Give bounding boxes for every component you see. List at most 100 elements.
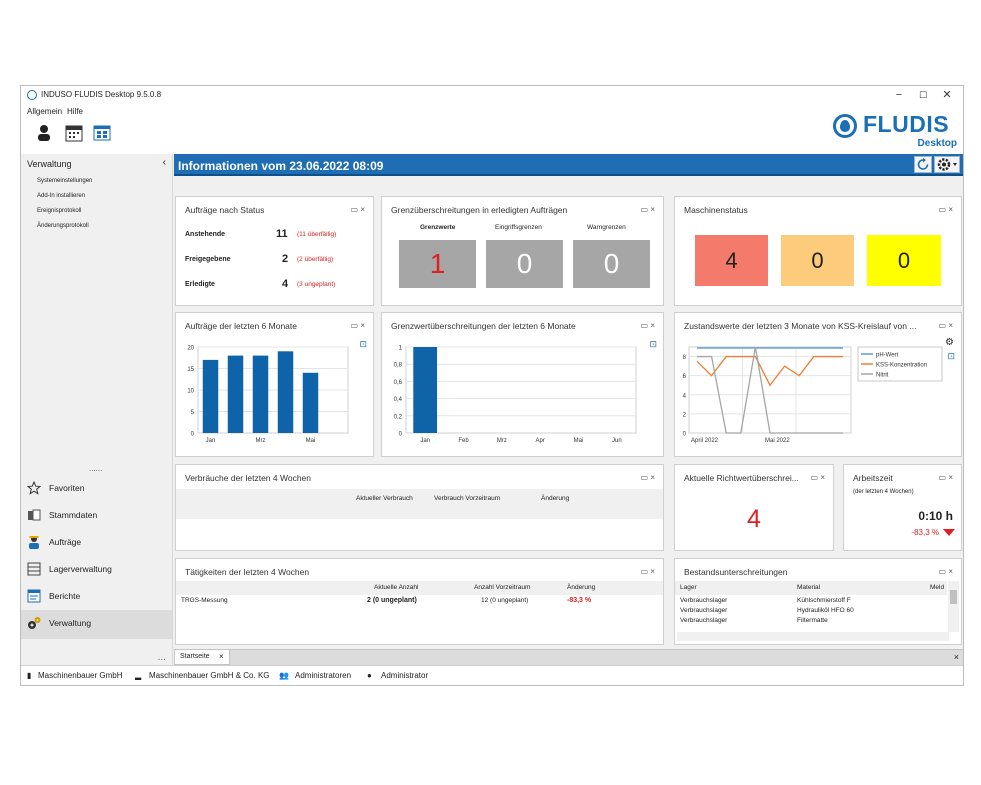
machine-tile-orange[interactable]: 0 (781, 235, 854, 286)
panel-controls[interactable]: ▭ × (938, 567, 953, 576)
legend-entry: Nitrit (876, 373, 889, 379)
panel-controls[interactable]: ▭ × (938, 205, 953, 214)
y-tick-label: 0,4 (394, 397, 403, 403)
sidebar-link-systemeinstellungen[interactable]: Systemeinstellungen (37, 178, 93, 184)
panel-controls[interactable]: ▭ × (640, 205, 655, 214)
menu-hilfe[interactable]: Hilfe (67, 107, 84, 116)
refresh-icon[interactable] (914, 156, 932, 173)
limit-tile-grenzwerte[interactable]: 1 (399, 240, 476, 288)
chevron-left-icon[interactable]: ‹ (162, 157, 166, 168)
bar (413, 347, 438, 433)
limit-tile-eingriffsgrenzen[interactable]: 0 (486, 240, 563, 288)
menu-allgemein[interactable]: Allgemein (27, 107, 63, 116)
bar (202, 359, 219, 433)
plot-area (405, 346, 637, 434)
table-row[interactable]: Verbrauchslager Kühlschmierstoff F (680, 597, 851, 604)
status-count: 4 (282, 278, 289, 290)
table-row[interactable]: Verbrauchslager Filtermatte (680, 617, 828, 624)
master-data-icon (27, 508, 41, 522)
column-header[interactable]: Material (797, 584, 821, 591)
building-icon: ▮ (27, 671, 32, 680)
panel-controls[interactable]: ▭ × (640, 473, 655, 482)
guideline-count[interactable]: 4 (747, 505, 761, 533)
info-title: Informationen vom 23.06.2022 08:09 (178, 159, 384, 173)
panel-title: Maschinenstatus (684, 205, 748, 215)
x-tick-label: April 2022 (691, 438, 719, 444)
minimize-icon[interactable]: − (895, 89, 903, 101)
sidebar-more-button[interactable]: ... (157, 652, 166, 663)
panel-limit-violations: Grenzüberschreitungen in erledigten Auft… (381, 196, 664, 306)
close-icon[interactable]: ✕ (942, 89, 952, 101)
x-tick-label: Jan (206, 438, 216, 444)
bar (252, 355, 269, 433)
zoom-icon[interactable]: ⊡ (649, 339, 657, 349)
group-icon: 👥 (279, 671, 289, 680)
panel-controls[interactable]: ▭ × (938, 473, 953, 482)
column-header[interactable]: Lager (680, 584, 697, 591)
panel-guideline-violations: Aktuelle Richtwertüberschrei... ▭ × 4 (674, 464, 834, 551)
machine-tile-red[interactable]: 4 (695, 235, 768, 286)
tab-startseite[interactable]: Startseite × (174, 650, 230, 665)
column-header[interactable]: Änderung (567, 584, 596, 591)
machine-tile-yellow[interactable]: 0 (867, 235, 941, 286)
calendar-icon[interactable] (65, 124, 83, 142)
y-tick-label: 2 (683, 412, 687, 418)
limit-tile-warngrenzen[interactable]: 0 (573, 240, 650, 288)
panel-title: Aufträge der letzten 6 Monate (185, 321, 297, 331)
panel-controls[interactable]: ▭ × (640, 321, 655, 330)
tab-close-icon[interactable]: × (219, 652, 224, 661)
y-tick-label: 0 (683, 432, 687, 438)
column-header[interactable]: Änderung (541, 495, 570, 502)
status-count: 2 (282, 253, 289, 265)
horizontal-scrollbar[interactable] (677, 632, 949, 641)
close-all-tabs-icon[interactable]: × (953, 652, 959, 662)
main-area: Informationen vom 23.06.2022 08:09 Auftr… (174, 154, 963, 665)
sidebar-item-berichte[interactable]: Berichte (21, 583, 172, 610)
column-header[interactable]: Aktueller Verbrauch (356, 495, 413, 502)
column-header[interactable]: Aktuelle Anzahl (374, 584, 419, 591)
column-header[interactable]: Meld (930, 584, 945, 591)
y-tick-label: 8 (683, 355, 687, 361)
star-icon (26, 480, 42, 495)
sidebar-item-stammdaten[interactable]: Stammdaten (21, 502, 172, 529)
table-row[interactable]: Verbrauchslager Hydrauliköl HFO 60 (680, 607, 854, 614)
sidebar-item-auftraege[interactable]: Aufträge (21, 529, 172, 556)
column-header[interactable]: Verbrauch Vorzeitraum (434, 495, 501, 502)
panel-title: Aufträge nach Status (185, 205, 265, 215)
zoom-icon[interactable]: ⊡ (359, 339, 367, 349)
worktime-value: 0:10 h (918, 509, 953, 523)
x-tick-label: Mai 2022 (765, 438, 790, 444)
sidebar-heading: Verwaltung (27, 159, 72, 169)
vertical-scrollbar[interactable] (948, 581, 959, 632)
sidebar-splitter[interactable]: ...... (89, 464, 103, 473)
sidebar-link-add-in[interactable]: Add-In installieren (37, 193, 86, 199)
plot-area (688, 346, 852, 434)
sidebar-link-ereignisprotokoll[interactable]: Ereignisprotokoll (37, 208, 82, 214)
dashboard-icon[interactable] (93, 124, 111, 142)
panel-controls[interactable]: ▭ × (810, 473, 825, 482)
tile-label: Warngrenzen (587, 224, 626, 231)
scrollbar-thumb[interactable] (950, 590, 957, 604)
sidebar-item-verwaltung[interactable]: Verwaltung (21, 610, 172, 639)
panel-controls[interactable]: ▭ × (938, 321, 953, 330)
user-icon[interactable] (35, 124, 53, 142)
sidebar: Verwaltung ‹ Systemeinstellungen Add-In … (21, 154, 173, 665)
panel-stock-shortfalls: Bestandsunterschreitungen ▭ × Lager Mate… (674, 558, 962, 645)
panel-worktime: Arbeitszeit ▭ × (der letzten 4 Wochen) 0… (843, 464, 962, 551)
panel-title: Zustandswerte der letzten 3 Monate von K… (684, 321, 917, 331)
sidebar-item-lagerverwaltung[interactable]: Lagerverwaltung (21, 556, 172, 583)
settings-gear-icon[interactable] (934, 156, 960, 173)
panel-controls[interactable]: ▭ × (350, 321, 365, 330)
column-header[interactable]: Anzahl Vorzeitraum (474, 584, 531, 591)
maximize-icon[interactable]: ☐ (918, 90, 928, 100)
panel-controls[interactable]: ▭ × (640, 567, 655, 576)
settings-icon[interactable]: ⚙ (945, 337, 954, 348)
person-icon: ● (367, 671, 372, 680)
sidebar-item-favoriten[interactable]: Favoriten (21, 475, 172, 502)
status-note: (2 überfällig) (297, 256, 334, 263)
sidebar-link-aenderungsprotokoll[interactable]: Änderungsprotokoll (37, 223, 89, 229)
info-header-bar: Informationen vom 23.06.2022 08:09 (174, 154, 963, 176)
panel-controls[interactable]: ▭ × (350, 205, 365, 214)
table-row[interactable]: TRGS-Messung 2 (0 ungeplant) 12 (0 ungep… (181, 597, 592, 604)
zoom-icon[interactable]: ⊡ (947, 351, 955, 361)
